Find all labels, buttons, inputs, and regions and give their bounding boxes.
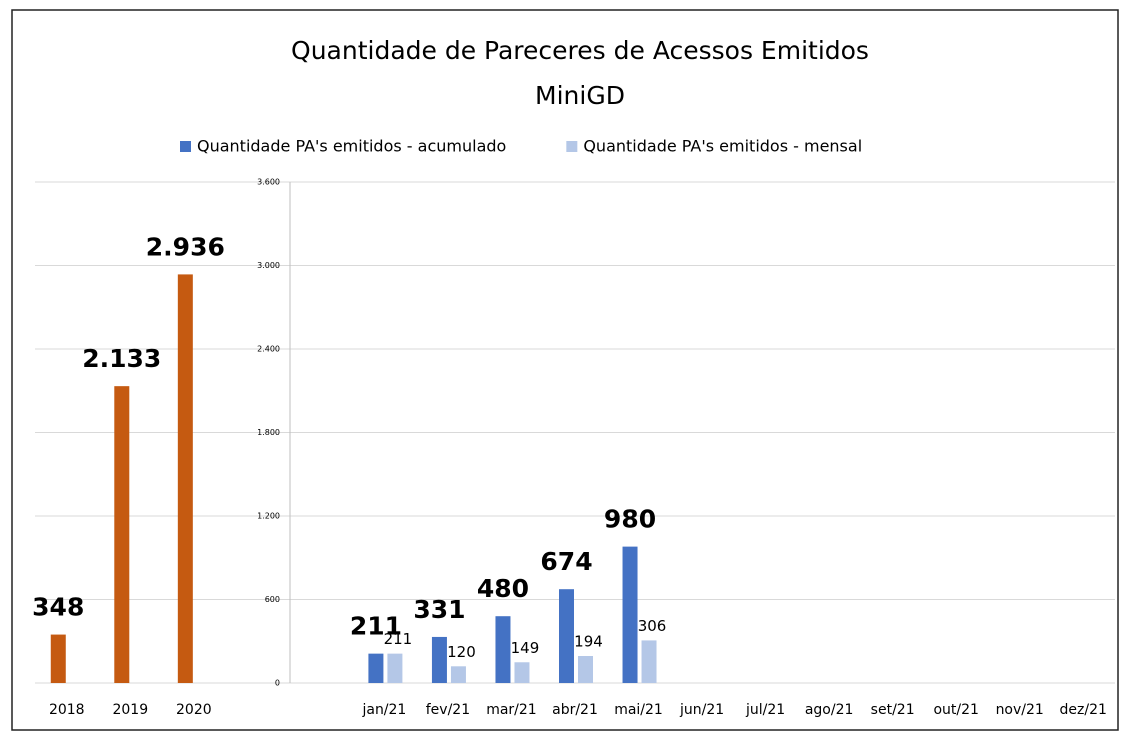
data-label: 211: [350, 612, 402, 641]
data-label: 211: [384, 630, 413, 648]
bar: [495, 616, 511, 683]
bar: [578, 656, 593, 683]
data-label: 2.936: [146, 232, 225, 261]
x-tick-label: 2018: [49, 702, 85, 718]
bar: [431, 636, 447, 683]
x-tick-label: nov/21: [996, 702, 1044, 718]
x-tick-label: mar/21: [486, 702, 537, 718]
x-tick-label: dez/21: [1060, 702, 1107, 718]
bar: [514, 662, 530, 683]
bar: [450, 666, 466, 683]
data-label: 120: [447, 643, 476, 661]
x-tick-label: jan/21: [361, 702, 406, 718]
data-label: 2.133: [82, 344, 161, 373]
x-tick-label: set/21: [871, 702, 915, 718]
legend-label: Quantidade PA's emitidos - acumulado: [197, 137, 506, 156]
y-tick-label: 3.000: [257, 261, 280, 270]
y-tick-label: 1.200: [257, 512, 280, 521]
chart-title: Quantidade de Pareceres de Acessos Emiti…: [291, 36, 869, 65]
bar: [387, 653, 403, 683]
y-tick-label: 600: [265, 595, 280, 604]
x-tick-label: 2019: [112, 702, 148, 718]
bar: [50, 634, 66, 683]
bar: [622, 546, 638, 683]
x-tick-label: jun/21: [679, 702, 724, 718]
bar: [559, 589, 574, 683]
data-label: 149: [511, 639, 540, 657]
data-label: 674: [540, 547, 592, 576]
data-label: 331: [413, 595, 465, 624]
legend-swatch: [180, 141, 191, 152]
data-label: 480: [477, 574, 529, 603]
x-tick-label: fev/21: [426, 702, 470, 718]
bar: [641, 640, 657, 683]
x-tick-label: out/21: [933, 702, 978, 718]
x-tick-label: 2020: [176, 702, 212, 718]
x-tick-label: mai/21: [614, 702, 663, 718]
bar: [114, 386, 130, 683]
data-label: 980: [604, 505, 656, 534]
chart-subtitle: MiniGD: [535, 81, 625, 110]
x-tick-label: abr/21: [552, 702, 598, 718]
bar: [177, 274, 193, 683]
y-tick-label: 1.800: [257, 428, 280, 437]
bar: [368, 653, 384, 683]
x-tick-label: ago/21: [805, 702, 854, 718]
legend-swatch: [566, 141, 578, 152]
data-label: 194: [574, 633, 603, 651]
y-tick-label: 2.400: [257, 345, 280, 354]
data-label: 306: [638, 617, 667, 635]
data-label: 348: [32, 593, 84, 622]
y-tick-label: 0: [275, 679, 280, 688]
y-tick-label: 3.600: [257, 178, 280, 187]
legend-label: Quantidade PA's emitidos - mensal: [583, 137, 862, 156]
x-tick-label: jul/21: [745, 702, 785, 718]
